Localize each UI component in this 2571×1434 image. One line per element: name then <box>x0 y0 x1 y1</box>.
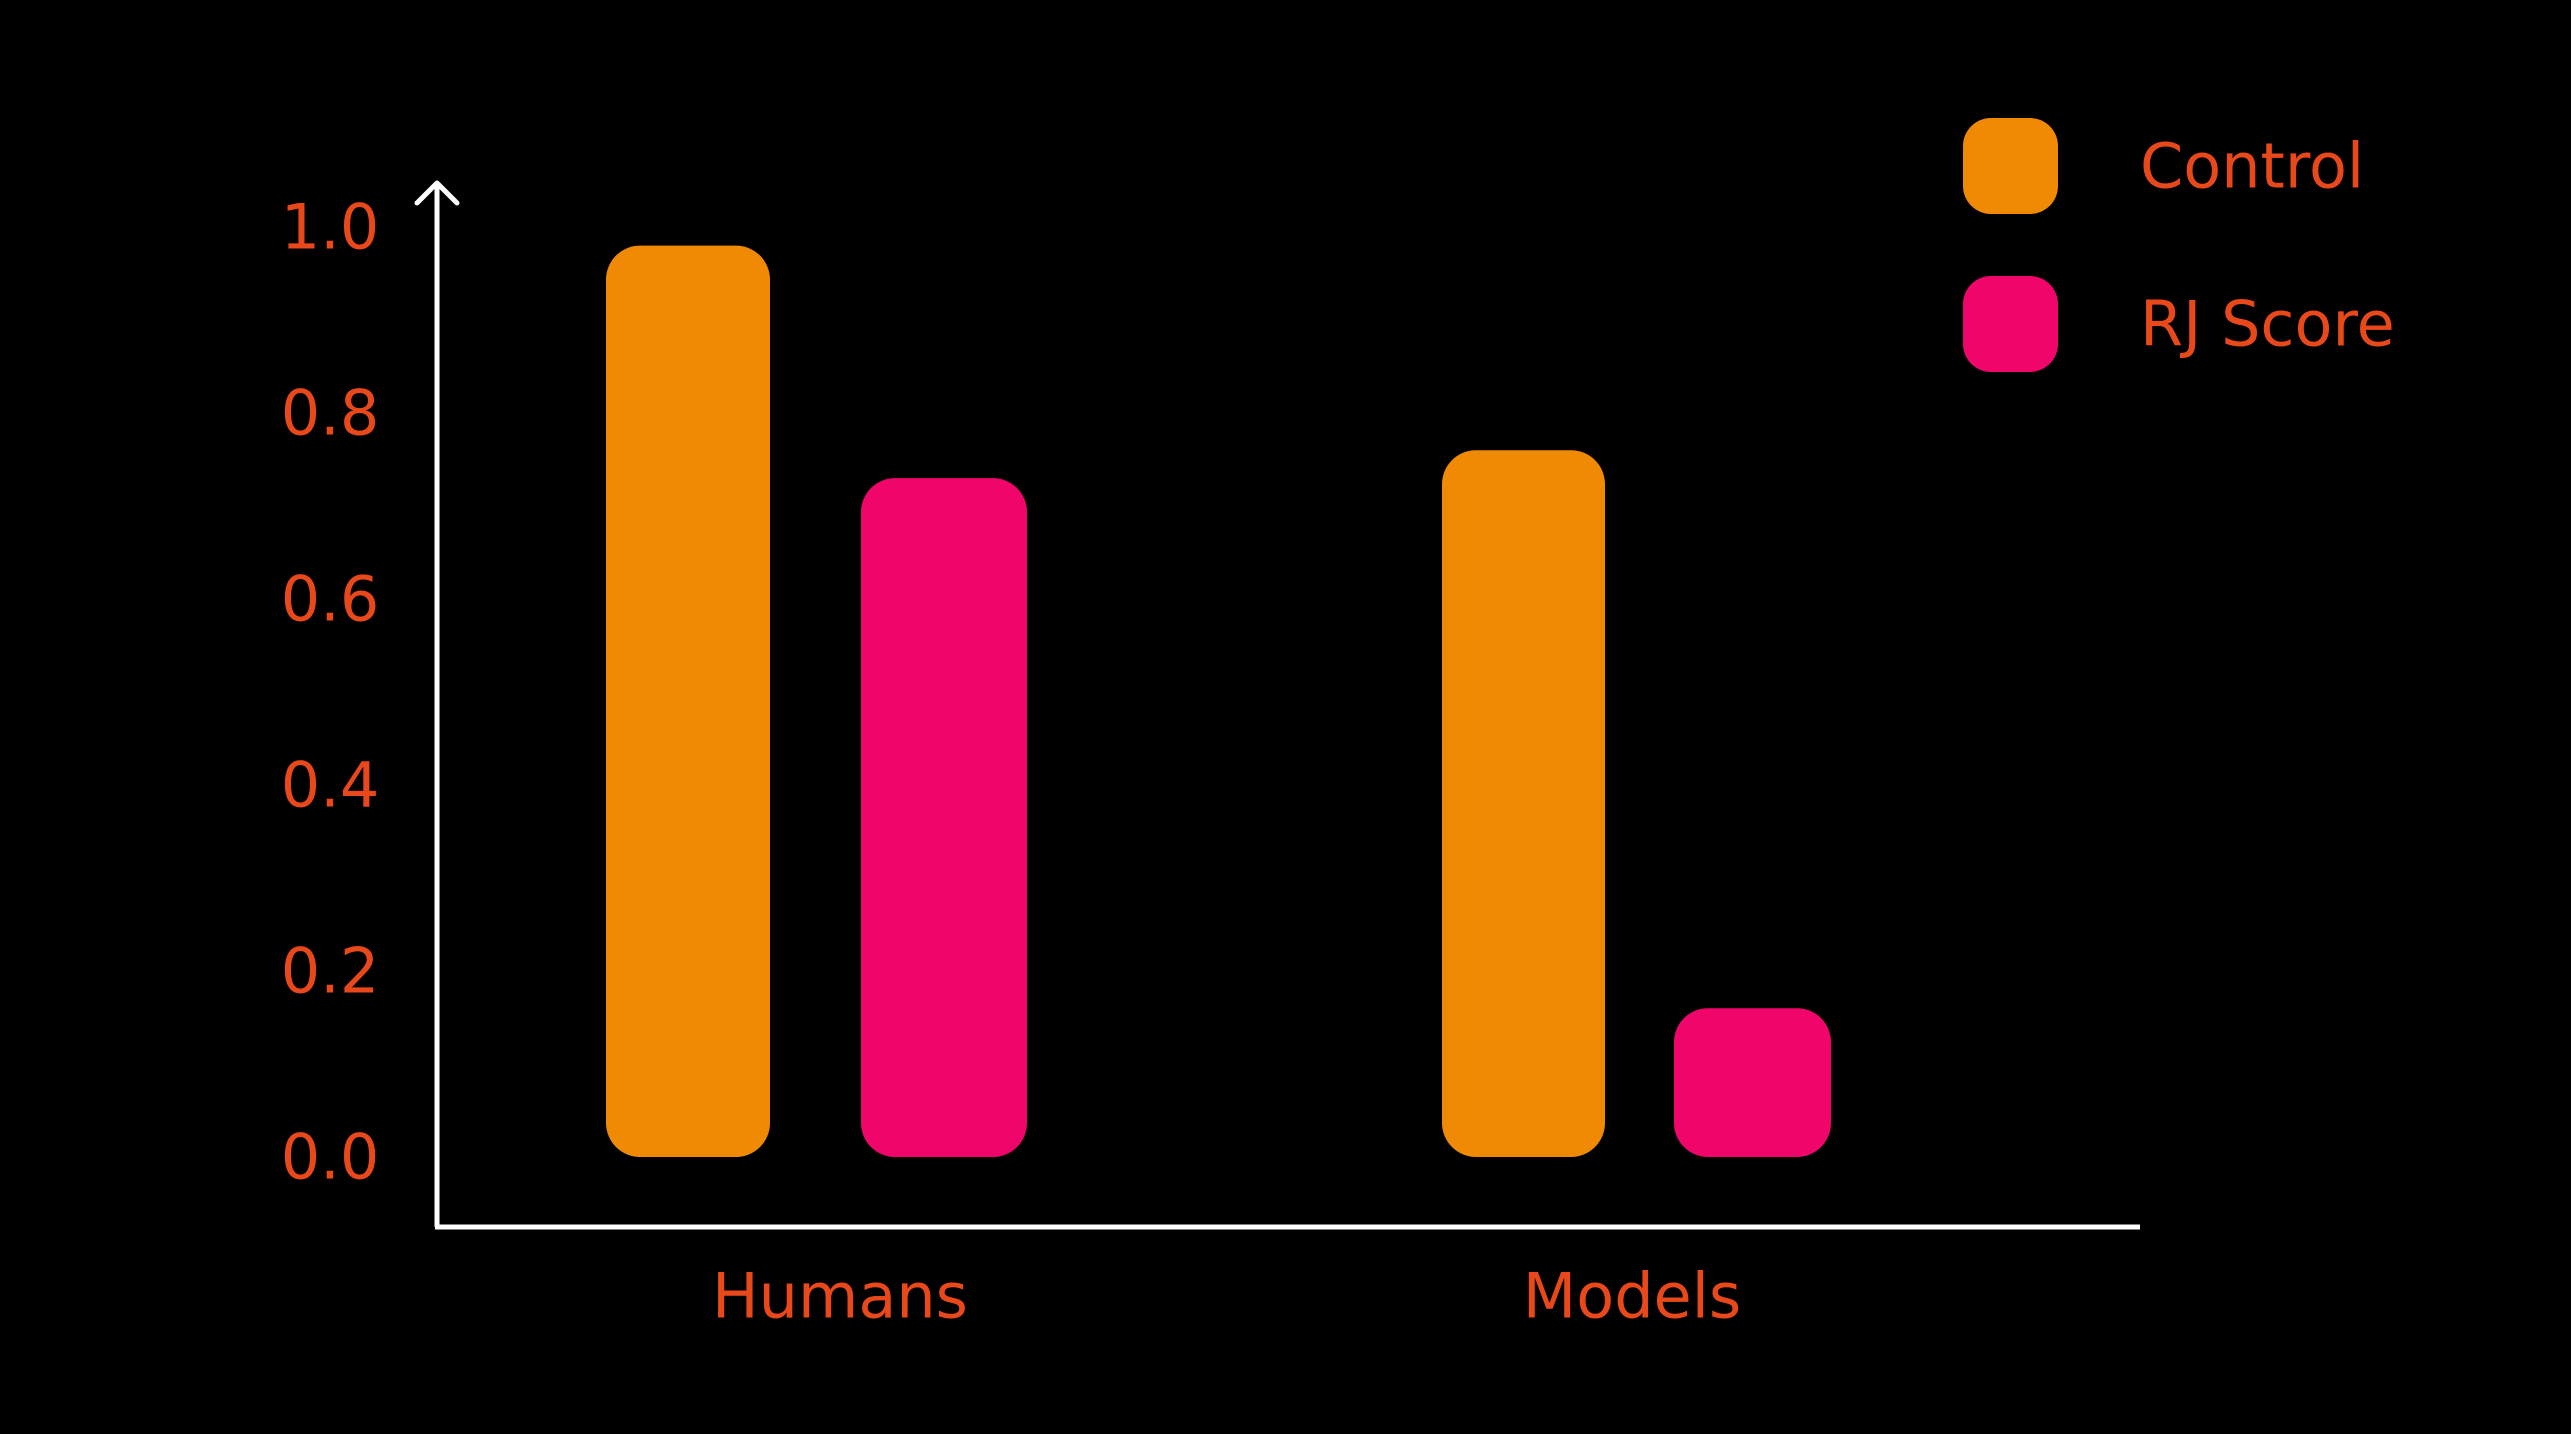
category-label-models: Models <box>1523 1260 1741 1333</box>
category-labels: Humans Models <box>712 1260 1741 1333</box>
y-tick-label: 0.2 <box>281 935 380 1008</box>
y-tick-labels: 0.0 0.2 0.4 0.6 0.8 1.0 <box>281 191 380 1194</box>
bar-humans-rj-score <box>861 478 1027 1158</box>
bars <box>606 245 1831 1158</box>
y-tick-label: 0.6 <box>281 563 380 636</box>
y-axis-arrow-icon <box>414 180 460 206</box>
legend-label-control: Control <box>2140 130 2364 203</box>
y-tick-label: 0.4 <box>281 749 380 822</box>
y-tick-label: 1.0 <box>281 191 380 264</box>
bar-humans-control <box>606 245 770 1158</box>
axes <box>414 180 2140 1230</box>
legend-label-rj-score: RJ Score <box>2140 288 2395 361</box>
y-tick-label: 0.0 <box>281 1121 380 1194</box>
y-tick-label: 0.8 <box>281 377 380 450</box>
bar-models-rj-score <box>1674 1008 1831 1157</box>
category-label-humans: Humans <box>712 1260 968 1333</box>
bar-models-control <box>1442 450 1605 1157</box>
legend: Control RJ Score <box>1963 118 2395 372</box>
legend-swatch-rj-score <box>1963 276 2058 372</box>
legend-swatch-control <box>1963 118 2058 214</box>
